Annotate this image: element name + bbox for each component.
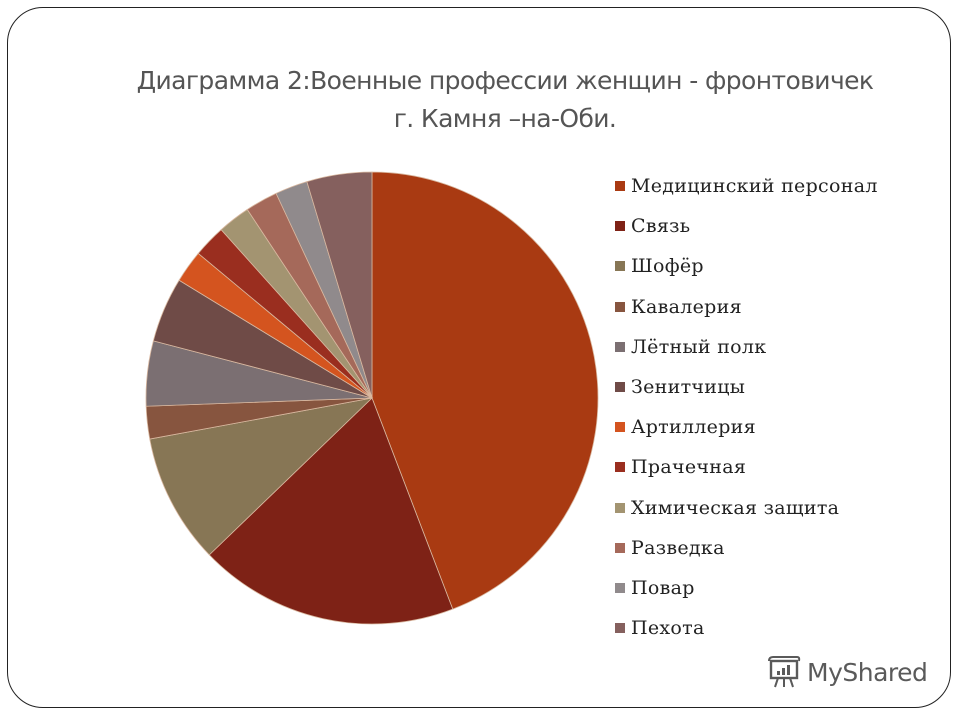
legend-item: Разведка (615, 528, 878, 568)
legend-item: Артиллерия (615, 407, 878, 447)
legend-label: Пехота (631, 617, 705, 640)
legend-label: Шофёр (631, 255, 704, 278)
legend-label: Повар (631, 576, 695, 599)
chart-title-line-1: Диаграмма 2:Военные профессии женщин - ф… (136, 66, 874, 95)
pie-slice (208, 397, 454, 625)
legend-swatch (615, 341, 625, 352)
legend-label: Прачечная (631, 456, 747, 479)
legend-label: Лётный полк (631, 335, 767, 358)
legend-swatch (615, 422, 625, 433)
slide-frame (7, 7, 951, 708)
pie-slice (149, 397, 374, 556)
pie-slice (306, 171, 373, 399)
legend-label: Связь (631, 215, 691, 238)
legend-label: Кавалерия (631, 295, 742, 318)
legend-item: Зенитчицы (615, 367, 878, 407)
legend-swatch (615, 462, 625, 473)
legend-swatch (615, 502, 625, 513)
legend-swatch (615, 181, 625, 192)
presentation-board-icon (768, 656, 801, 688)
legend-swatch (615, 623, 625, 634)
legend-item: Кавалерия (615, 287, 878, 327)
legend-item: Химическая защита (615, 488, 878, 528)
legend-swatch (615, 221, 625, 232)
watermark-text: MyShared (807, 657, 928, 687)
legend-item: Шофёр (615, 246, 878, 286)
legend-swatch (615, 582, 625, 593)
pie-slice (371, 171, 599, 610)
legend-label: Химическая защита (631, 496, 840, 519)
legend-label: Зенитчицы (631, 376, 746, 399)
chart-title-line-2: г. Камня –на-Оби. (393, 104, 617, 133)
chart-title: Диаграмма 2:Военные профессии женщин - ф… (60, 62, 950, 138)
legend-item: Медицинский персонал (615, 166, 878, 206)
legend-item: Пехота (615, 608, 878, 648)
legend-swatch (615, 542, 625, 553)
watermark: MyShared (767, 656, 928, 688)
legend-item: Связь (615, 206, 878, 246)
legend-label: Разведка (631, 536, 725, 559)
legend-label: Медицинский персонал (631, 175, 878, 198)
legend-item: Лётный полк (615, 327, 878, 367)
legend-item: Повар (615, 568, 878, 608)
legend-label: Артиллерия (631, 416, 756, 439)
legend-swatch (615, 261, 625, 272)
chart-legend: Медицинский персонал Связь Шофёр Кавалер… (615, 166, 878, 648)
legend-swatch (615, 382, 625, 393)
legend-swatch (615, 301, 625, 312)
legend-item: Прачечная (615, 447, 878, 487)
